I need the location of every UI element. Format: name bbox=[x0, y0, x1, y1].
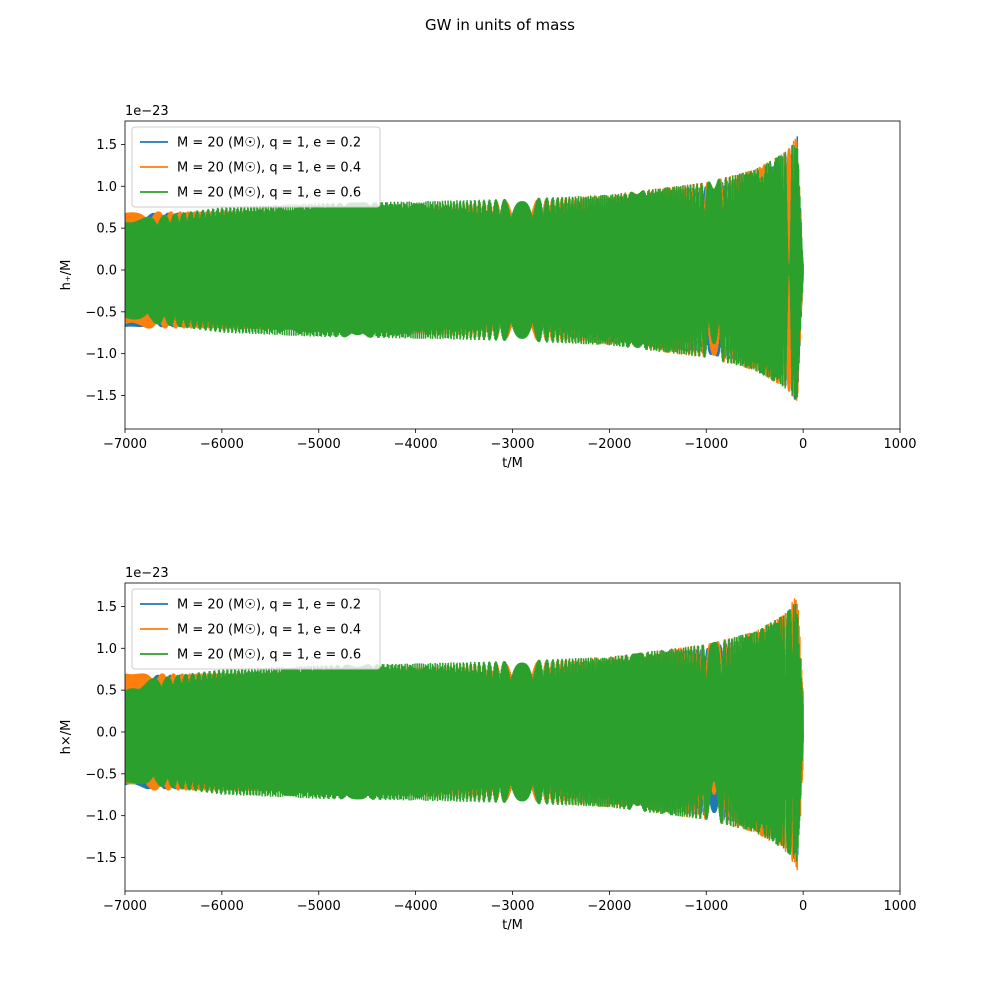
legend-label: M = 20 (M☉), q = 1, e = 0.4 bbox=[177, 623, 361, 638]
y-tick-label: 1.0 bbox=[96, 180, 117, 195]
series-line-3 bbox=[125, 144, 804, 399]
y-tick-label: −0.5 bbox=[85, 767, 117, 782]
y-tick-label: −1.5 bbox=[85, 851, 117, 866]
x-tick-label: −1000 bbox=[684, 899, 728, 914]
x-tick-label: 0 bbox=[799, 437, 807, 452]
y-tick-label: 0.5 bbox=[96, 222, 117, 237]
y-tick-label: −1.0 bbox=[85, 347, 117, 362]
y-axis-label: h₊/M bbox=[59, 260, 74, 291]
x-tick-label: −4000 bbox=[394, 437, 438, 452]
x-tick-label: −5000 bbox=[297, 437, 341, 452]
y-tick-label: −0.5 bbox=[85, 305, 117, 320]
legend-box bbox=[131, 588, 381, 670]
chart-panel-2: −7000 −6000 −5000 −4000 −3000 −2000 −1000 0 1000… bbox=[59, 566, 917, 933]
x-tick-label: −1000 bbox=[684, 437, 728, 452]
legend: M = 20 (M☉), q = 1, e = 0.2 M = 20 (M☉), … bbox=[131, 588, 381, 670]
x-tick-label: 1000 bbox=[883, 899, 916, 914]
y-offset-text: 1e−23 bbox=[125, 104, 169, 119]
x-tick-label: −7000 bbox=[103, 899, 147, 914]
x-axis-label: t/M bbox=[502, 918, 523, 933]
legend-label: M = 20 (M☉), q = 1, e = 0.6 bbox=[177, 648, 361, 663]
y-axis-label: h×/M bbox=[59, 720, 74, 755]
y-tick-label: 0.0 bbox=[96, 263, 117, 278]
legend-box bbox=[131, 126, 381, 208]
chart-panel-1: −7000 −6000 −5000 −4000 −3000 −2000 −1000 0 1000… bbox=[59, 104, 917, 471]
y-tick-label: 1.5 bbox=[96, 600, 117, 615]
legend-label: M = 20 (M☉), q = 1, e = 0.4 bbox=[177, 161, 361, 176]
series-line-3 bbox=[125, 603, 804, 862]
legend: M = 20 (M☉), q = 1, e = 0.2 M = 20 (M☉), … bbox=[131, 126, 381, 208]
y-tick-label: 1.5 bbox=[96, 138, 117, 153]
y-tick-label: −1.0 bbox=[85, 809, 117, 824]
x-tick-label: 1000 bbox=[883, 437, 916, 452]
y-tick-label: 0.5 bbox=[96, 684, 117, 699]
x-tick-label: −5000 bbox=[297, 899, 341, 914]
legend-label: M = 20 (M☉), q = 1, e = 0.6 bbox=[177, 186, 361, 201]
x-tick-label: 0 bbox=[799, 899, 807, 914]
x-tick-label: −7000 bbox=[103, 437, 147, 452]
y-offset-text: 1e−23 bbox=[125, 566, 169, 581]
legend-label: M = 20 (M☉), q = 1, e = 0.2 bbox=[177, 598, 361, 613]
x-tick-label: −3000 bbox=[491, 899, 535, 914]
y-tick-label: −1.5 bbox=[85, 389, 117, 404]
x-tick-label: −6000 bbox=[200, 899, 244, 914]
figure-title: GW in units of mass bbox=[425, 16, 575, 34]
x-tick-label: −2000 bbox=[587, 899, 631, 914]
legend-label: M = 20 (M☉), q = 1, e = 0.2 bbox=[177, 136, 361, 151]
x-tick-label: −3000 bbox=[491, 437, 535, 452]
x-tick-label: −4000 bbox=[394, 899, 438, 914]
x-axis-label: t/M bbox=[502, 456, 523, 471]
y-tick-label: 1.0 bbox=[96, 642, 117, 657]
x-tick-label: −6000 bbox=[200, 437, 244, 452]
x-tick-label: −2000 bbox=[587, 437, 631, 452]
y-tick-label: 0.0 bbox=[96, 725, 117, 740]
